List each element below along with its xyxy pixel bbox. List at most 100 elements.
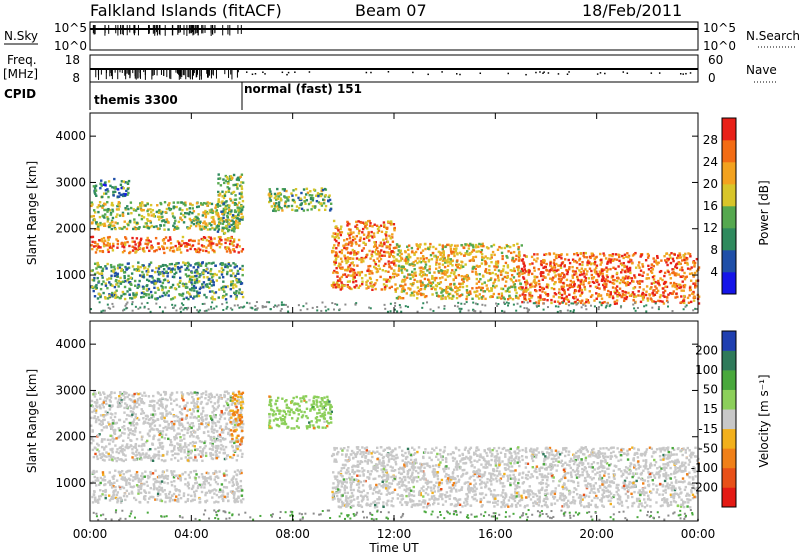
- power-cell: [238, 201, 241, 204]
- power-cell: [129, 201, 133, 204]
- power-cell: [537, 296, 540, 299]
- power-cell: [593, 271, 597, 274]
- velocity-cell: [147, 395, 151, 398]
- power-cell: [331, 284, 334, 288]
- velocity-cell: [120, 398, 123, 402]
- power-cell: [619, 262, 623, 265]
- power-cell: [190, 271, 194, 274]
- power-cell: [368, 219, 371, 223]
- power-cell: [193, 289, 196, 292]
- power-cell: [625, 295, 629, 299]
- power-cell: [133, 218, 136, 221]
- power-cell: [161, 215, 164, 218]
- velocity-cell: [180, 439, 183, 442]
- power-cell: [677, 261, 681, 264]
- power-cell: [99, 265, 102, 269]
- power-cell: [595, 292, 598, 295]
- power-cell: [331, 302, 334, 305]
- power-cell: [172, 224, 175, 228]
- power-cell: [279, 199, 283, 202]
- power-cell: [122, 271, 126, 274]
- power-cell: [525, 281, 529, 284]
- power-cell: [188, 278, 192, 281]
- power-cell: [395, 246, 398, 249]
- power-cell: [672, 281, 676, 285]
- power-cell: [650, 298, 653, 301]
- power-cell: [91, 269, 94, 272]
- power-cell: [502, 268, 505, 271]
- power-cell: [389, 221, 392, 225]
- velocity-cell: [93, 390, 96, 394]
- power-cell: [118, 226, 121, 230]
- power-cell: [643, 305, 646, 308]
- power-cell: [520, 288, 523, 291]
- power-cell: [539, 294, 542, 297]
- power-cell: [215, 273, 218, 277]
- power-cell: [646, 273, 649, 276]
- power-cell: [155, 266, 158, 270]
- power-cell: [306, 208, 309, 212]
- power-cell: [184, 273, 188, 276]
- power-cell: [390, 250, 393, 254]
- power-cell: [560, 262, 564, 265]
- power-cell: [140, 302, 143, 305]
- power-cell: [389, 252, 393, 256]
- power-cell: [342, 239, 346, 242]
- velocity-cell: [163, 416, 166, 420]
- power-cell: [170, 286, 173, 289]
- power-cell: [123, 308, 126, 311]
- power-cell: [312, 188, 316, 191]
- velocity-cell: [109, 405, 113, 409]
- velocity-cell: [143, 444, 146, 447]
- power-cell: [148, 249, 151, 253]
- freq-dot: [626, 72, 629, 74]
- velocity-cell: [204, 454, 208, 458]
- power-cell: [332, 219, 336, 223]
- power-cell: [627, 275, 630, 279]
- velocity-cell: [114, 412, 117, 415]
- power-cell: [547, 273, 550, 276]
- power-cell: [422, 270, 425, 274]
- velocity-cell: [214, 414, 217, 417]
- velocity-cell: [241, 426, 244, 429]
- power-cell: [123, 226, 126, 229]
- power-cell: [118, 214, 122, 217]
- velocity-cell: [171, 392, 174, 395]
- power-cell: [119, 276, 122, 280]
- power-cell: [350, 241, 353, 244]
- power-cell: [231, 219, 234, 222]
- velocity-cell: [109, 400, 112, 403]
- power-cell: [441, 276, 444, 279]
- power-cell: [360, 270, 364, 274]
- velocity-cell: [96, 442, 99, 446]
- power-cell: [283, 189, 286, 192]
- power-cell: [675, 285, 679, 288]
- velocity-cell: [196, 391, 199, 395]
- power-cell: [606, 260, 610, 264]
- power-cell: [535, 289, 538, 293]
- power-cell: [95, 267, 98, 270]
- power-cell: [232, 244, 235, 247]
- power-cell: [201, 203, 204, 206]
- velocity-cell: [227, 412, 230, 415]
- velocity-cell: [216, 434, 220, 438]
- power-cell: [217, 228, 221, 231]
- power-cell: [334, 251, 338, 254]
- power-cell: [94, 211, 97, 214]
- power-cell: [556, 300, 560, 303]
- power-cell: [424, 263, 428, 266]
- power-cell: [623, 281, 627, 285]
- power-cell: [421, 281, 424, 284]
- power-cell: [432, 245, 435, 249]
- velocity-cell: [128, 445, 131, 449]
- power-cell: [357, 286, 360, 289]
- power-cell: [440, 288, 444, 291]
- power-cell: [189, 264, 192, 267]
- power-cell: [600, 279, 604, 282]
- velocity-cell: [161, 445, 165, 448]
- power-cell: [109, 263, 113, 267]
- power-cell: [476, 245, 480, 248]
- power-cell: [476, 290, 479, 293]
- power-cell: [442, 251, 445, 254]
- power-cell: [217, 217, 220, 221]
